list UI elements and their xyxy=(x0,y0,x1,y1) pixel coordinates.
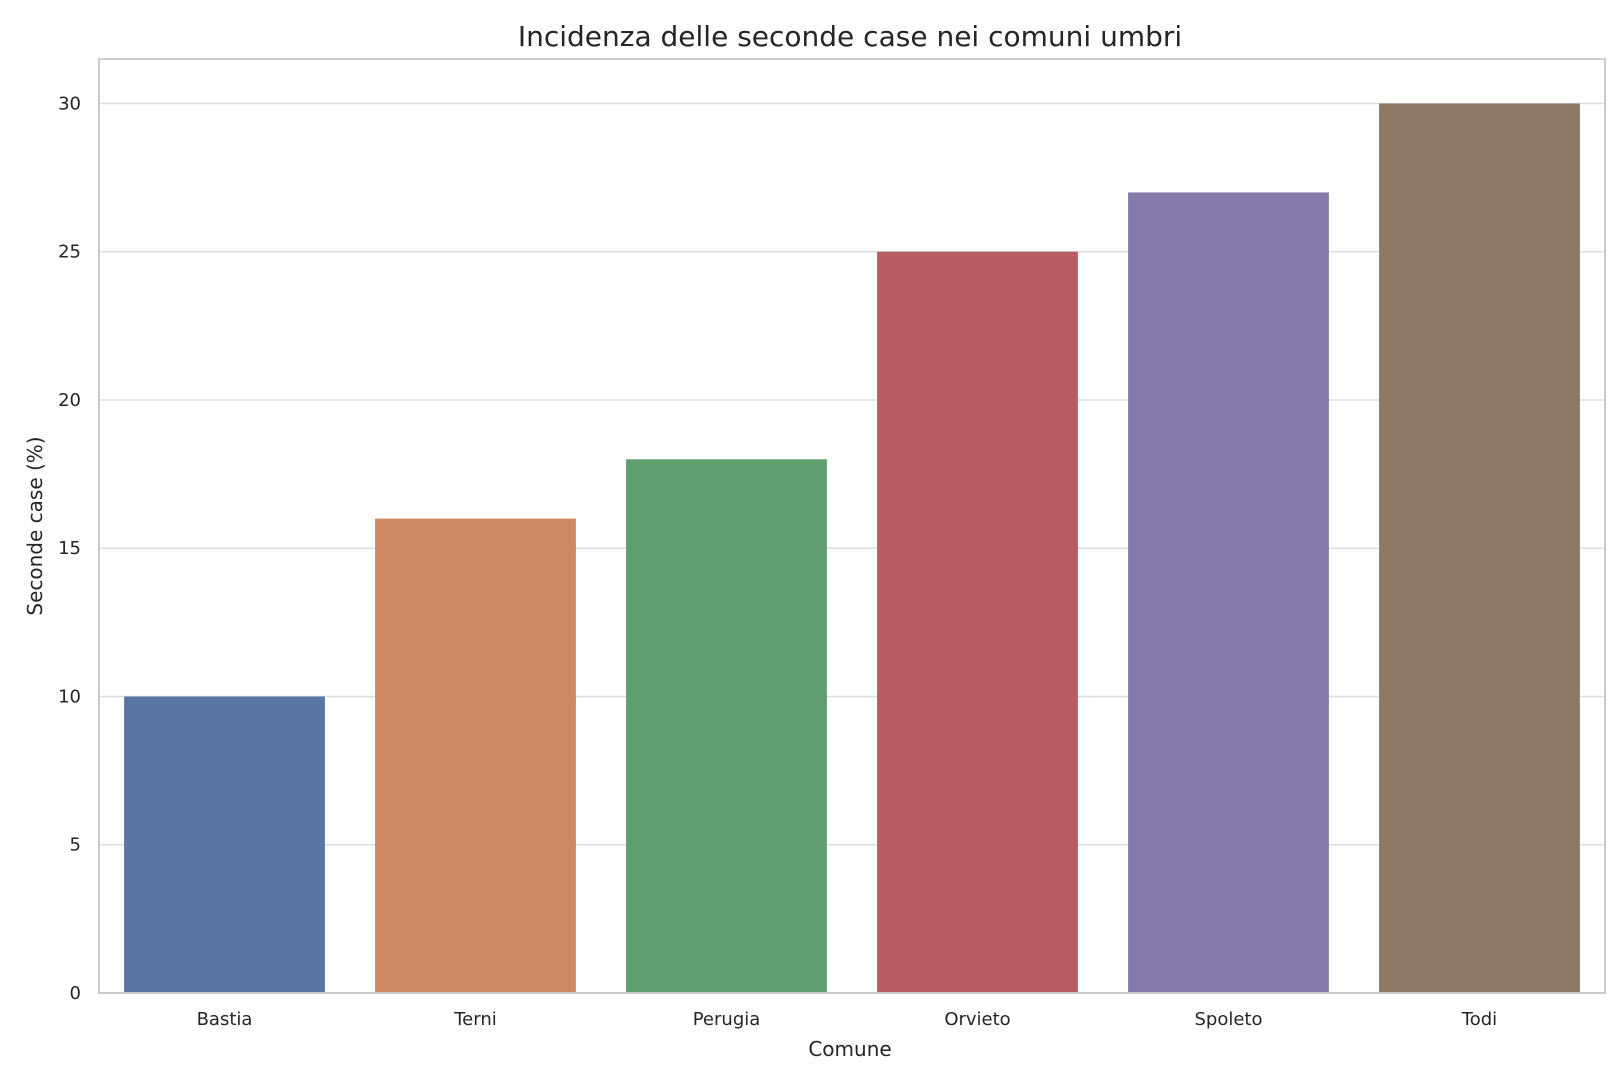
bar-perugia xyxy=(626,459,827,993)
y-tick-label: 30 xyxy=(58,93,81,114)
y-tick-labels: 0 5 10 15 20 25 30 xyxy=(58,93,81,1004)
y-axis-label: Seconde case (%) xyxy=(23,436,47,615)
x-tick-labels: Bastia Terni Perugia Orvieto Spoleto Todi xyxy=(197,1009,1498,1030)
x-tick-label: Orvieto xyxy=(944,1009,1010,1030)
x-tick-label: Spoleto xyxy=(1194,1009,1262,1030)
y-tick-label: 20 xyxy=(58,390,81,411)
y-tick-label: 15 xyxy=(58,538,81,559)
bar-todi xyxy=(1379,103,1580,993)
chart-title: Incidenza delle seconde case nei comuni … xyxy=(518,20,1182,53)
x-axis-label: Comune xyxy=(808,1037,891,1061)
x-tick-label: Todi xyxy=(1461,1009,1497,1030)
grid-lines xyxy=(99,102,1605,994)
bar-spoleto xyxy=(1128,192,1329,993)
bar-bastia xyxy=(124,696,325,993)
y-tick-label: 25 xyxy=(58,242,81,263)
bars xyxy=(124,103,1580,993)
bar-orvieto xyxy=(877,251,1078,993)
y-tick-label: 10 xyxy=(58,686,81,707)
x-tick-label: Bastia xyxy=(197,1009,253,1030)
y-tick-label: 0 xyxy=(70,983,81,1004)
x-tick-label: Terni xyxy=(453,1009,497,1030)
plot-frame xyxy=(98,58,1606,994)
bar-terni xyxy=(375,518,576,993)
x-tick-label: Perugia xyxy=(693,1009,761,1030)
y-tick-label: 5 xyxy=(70,835,81,856)
